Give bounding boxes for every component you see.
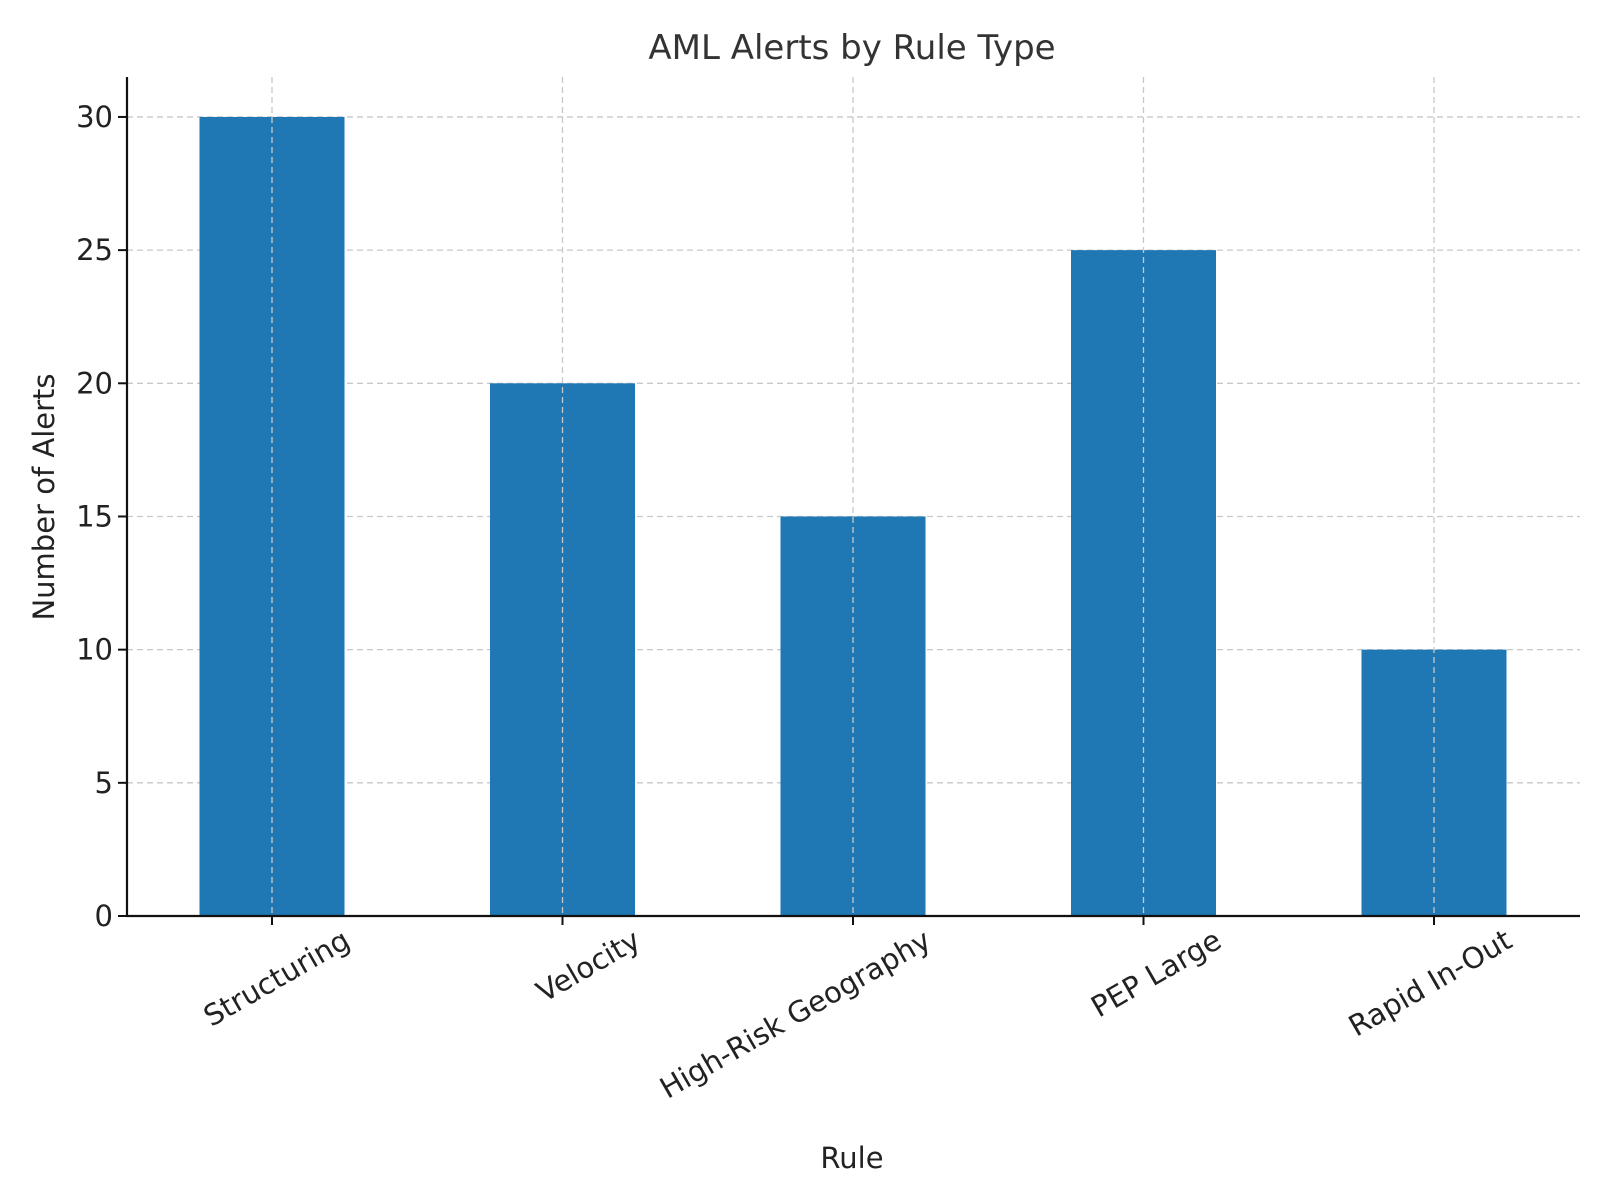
y-tick-label: 25 <box>76 233 113 267</box>
x-axis-label: Rule <box>820 1141 883 1175</box>
x-tick-label: Structuring <box>198 923 356 1034</box>
chart-title: AML Alerts by Rule Type <box>648 28 1055 68</box>
y-tick-label: 30 <box>76 100 113 134</box>
x-tick-label: PEP Large <box>1085 923 1227 1024</box>
y-tick-label: 0 <box>95 899 113 933</box>
bar <box>780 516 926 916</box>
grid-layer <box>127 116 1580 784</box>
y-tick-label: 5 <box>95 766 113 800</box>
y-axis-label: Number of Alerts <box>27 373 61 620</box>
x-ticks-layer: Structuring Velocity High-Risk Geography PE… <box>198 916 1518 1105</box>
x-grid-layer <box>271 77 1435 916</box>
x-tick-label: High-Risk Geography <box>654 923 936 1106</box>
bar <box>199 116 345 916</box>
x-tick-label: Velocity <box>530 923 646 1009</box>
y-tick-label: 20 <box>76 366 113 400</box>
y-tick-label: 15 <box>76 499 113 533</box>
y-ticks-layer: 0 5 10 15 20 25 30 <box>76 100 127 933</box>
x-tick-label: Rapid In-Out <box>1343 923 1518 1044</box>
y-tick-label: 10 <box>76 633 113 667</box>
